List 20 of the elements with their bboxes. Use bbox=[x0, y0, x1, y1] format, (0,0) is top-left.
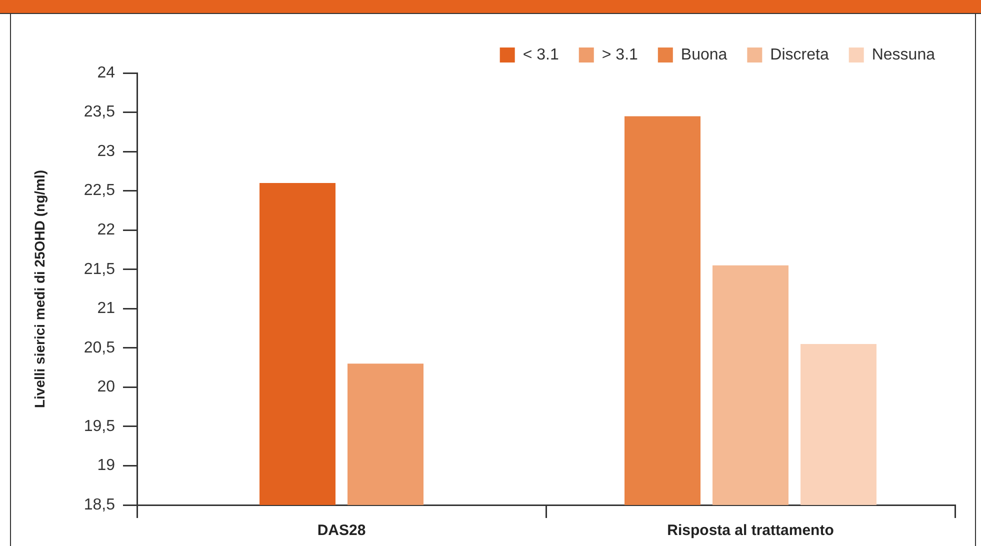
y-axis-title: Livelli sierici medi di 25OHD (ng/ml) bbox=[31, 170, 48, 408]
y-tick-label: 24 bbox=[97, 64, 116, 82]
y-tick-label: 20 bbox=[97, 378, 116, 396]
y-tick-label: 23 bbox=[97, 142, 116, 160]
y-tick-label: 21 bbox=[97, 300, 116, 318]
legend-label: Discreta bbox=[770, 46, 829, 64]
y-tick-label: 19,5 bbox=[84, 418, 116, 435]
y-tick-label: 23,5 bbox=[84, 104, 116, 121]
legend-label: Buona bbox=[680, 46, 728, 64]
legend-label: < 3.1 bbox=[522, 46, 559, 64]
legend-label: > 3.1 bbox=[602, 46, 638, 64]
x-tick-label: DAS28 bbox=[317, 522, 366, 540]
y-tick-label: 21,5 bbox=[84, 260, 116, 278]
legend-label: Nessuna bbox=[872, 46, 936, 64]
y-tick-label: 22,5 bbox=[84, 182, 116, 200]
y-tick-label: 19 bbox=[97, 457, 116, 474]
y-tick-label: 22 bbox=[97, 221, 116, 238]
y-tick-label: 20,5 bbox=[84, 339, 116, 356]
y-tick-label: 18,5 bbox=[84, 496, 116, 514]
x-tick-label: Risposta al trattamento bbox=[667, 522, 834, 540]
